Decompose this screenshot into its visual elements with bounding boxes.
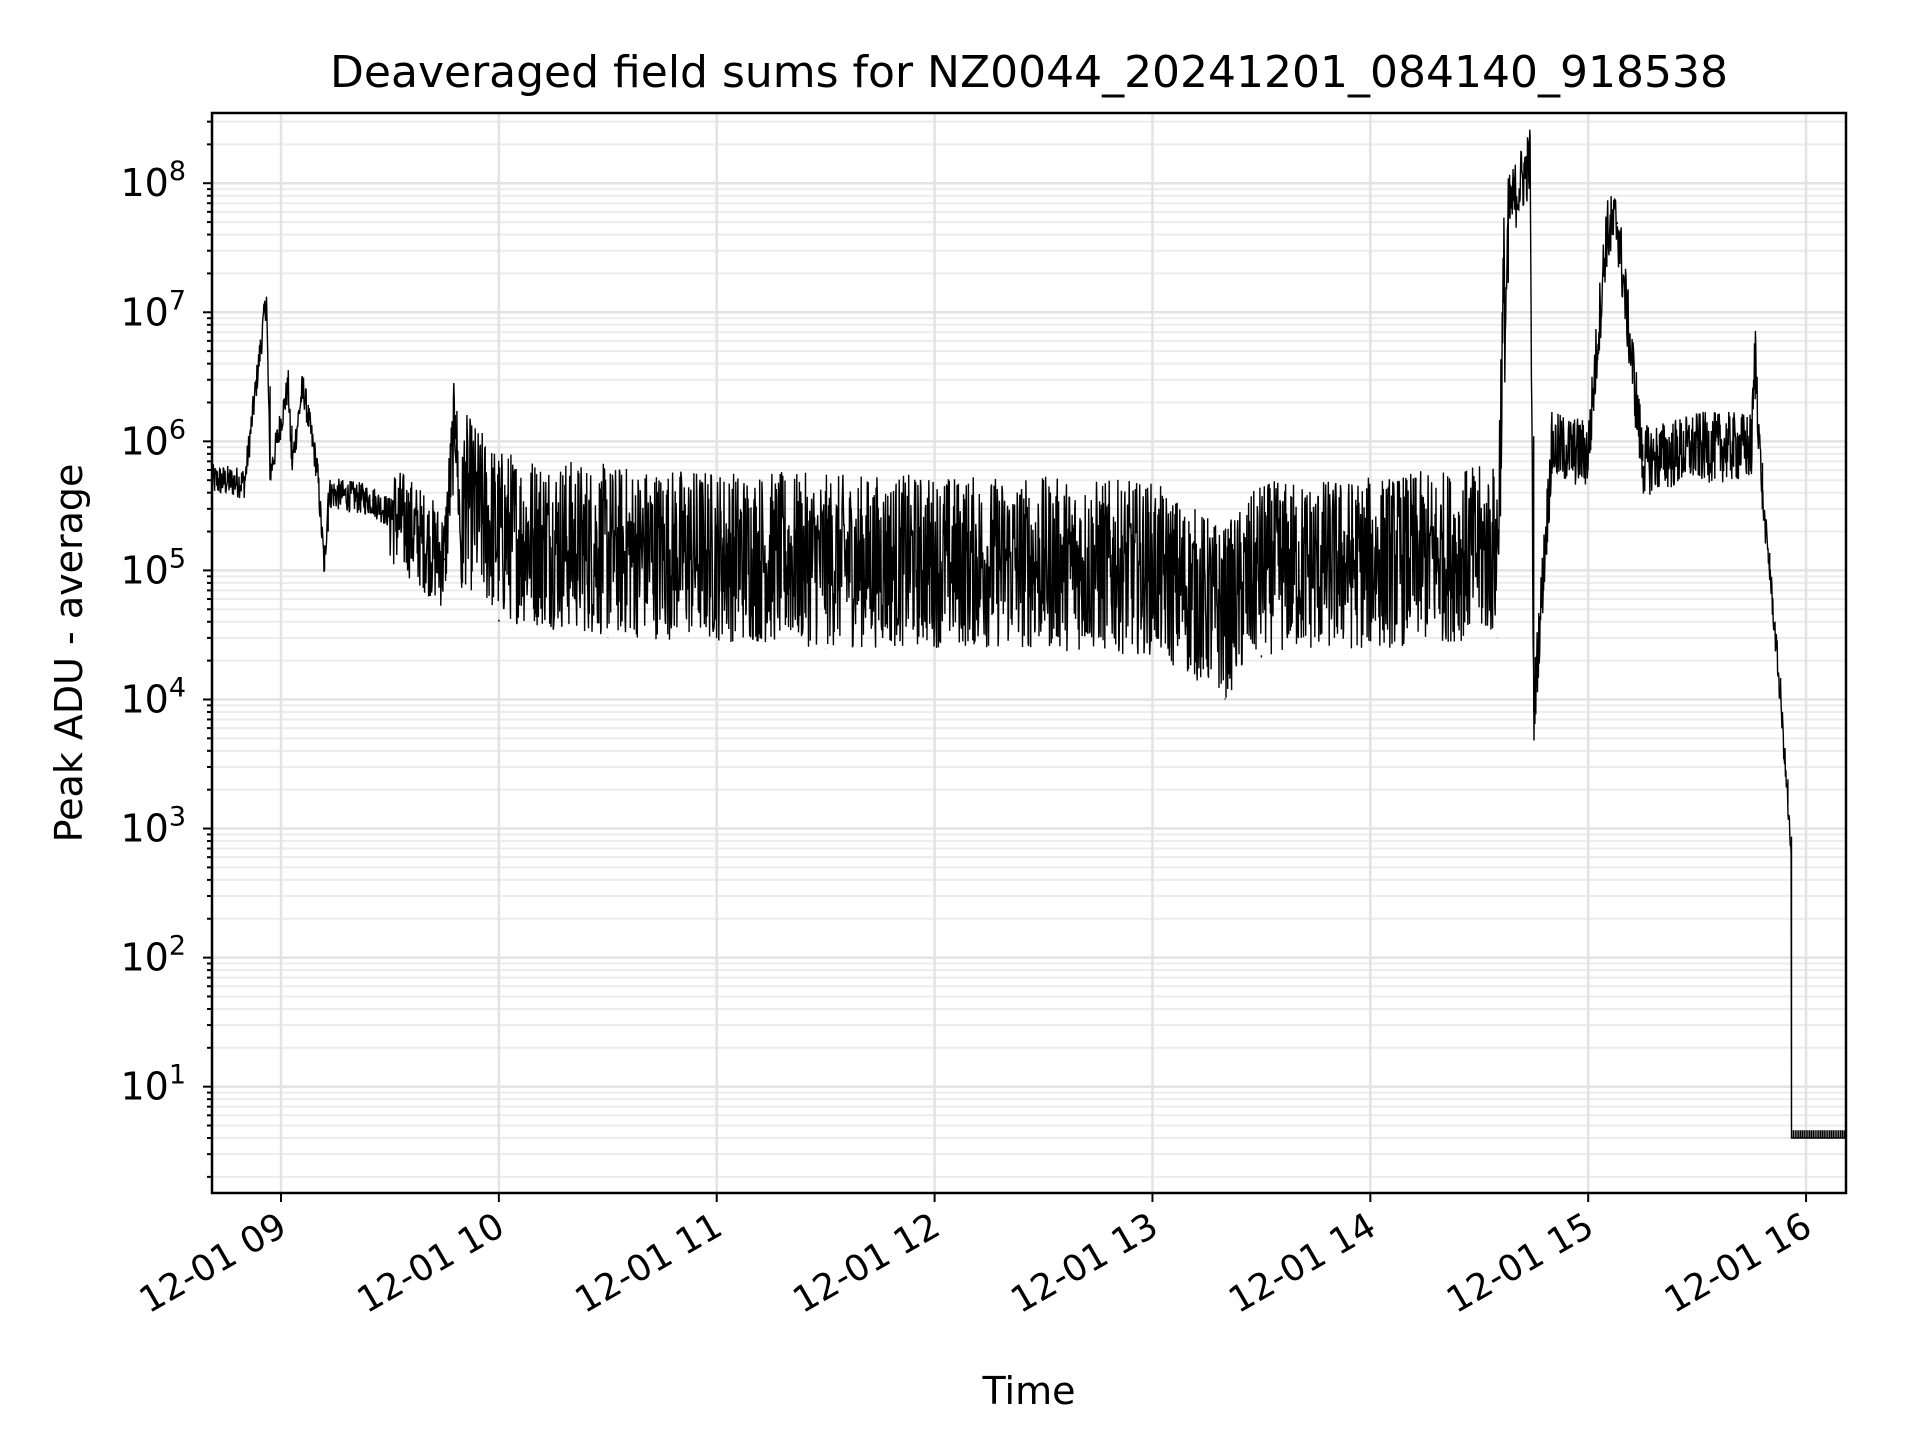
y-tick-label: 106 <box>120 414 186 463</box>
y-tick-label: 102 <box>120 931 186 980</box>
series-line <box>211 129 1847 1139</box>
y-tick-label: 105 <box>120 543 186 592</box>
y-tick-label: 103 <box>120 802 186 851</box>
chart-title: Deaveraged field sums for NZ0044_2024120… <box>330 47 1728 98</box>
data-series <box>211 129 1847 1139</box>
y-tick-label: 104 <box>120 672 186 721</box>
y-tick-label: 108 <box>120 156 186 205</box>
grid <box>212 113 1846 1193</box>
x-axis-label: Time <box>982 1369 1076 1413</box>
y-tick-label: 101 <box>120 1060 186 1109</box>
plot-area-frame <box>210 111 1848 1195</box>
y-axis-label: Peak ADU - average <box>47 464 91 843</box>
y-tick-label: 107 <box>120 285 186 334</box>
